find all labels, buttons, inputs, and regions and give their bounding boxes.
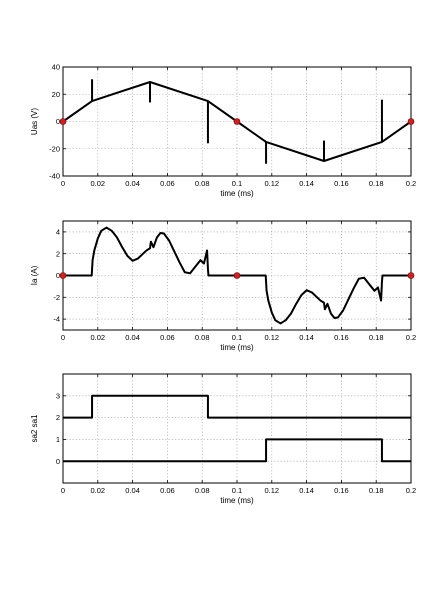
y-tick-label: 0: [56, 271, 60, 280]
y-tick-label: 2: [56, 413, 60, 422]
x-tick-label: 0.02: [90, 333, 105, 342]
x-axis-label: time (ms): [220, 189, 254, 198]
y-tick-label: 4: [56, 228, 60, 237]
series-line-sa1: [63, 394, 411, 419]
x-tick-label: 0.06: [160, 179, 175, 188]
marker-point: [233, 118, 241, 125]
x-tick-label: 0.12: [264, 179, 279, 188]
y-tick-label: -4: [53, 315, 60, 324]
y-tick-label: 3: [56, 391, 60, 400]
x-tick-label: 0.1: [232, 486, 242, 495]
x-tick-label: 0.04: [125, 486, 140, 495]
x-tick-label: 0.2: [406, 179, 416, 188]
x-tick-label: 0.2: [406, 486, 416, 495]
x-tick-label: 0.12: [264, 486, 279, 495]
x-tick-label: 0.18: [369, 486, 384, 495]
y-tick-label: -40: [49, 172, 60, 181]
marker-point: [407, 118, 415, 125]
marker-point: [59, 272, 67, 279]
x-tick-label: 0.08: [195, 333, 210, 342]
x-tick-label: 0.06: [160, 333, 175, 342]
y-axis-label: Uas (V): [30, 108, 39, 135]
x-axis-label: time (ms): [220, 343, 254, 352]
x-tick-label: 0.12: [264, 333, 279, 342]
x-tick-label: 0: [61, 179, 65, 188]
y-tick-label: -2: [53, 293, 60, 302]
y-tick-label: 40: [52, 63, 60, 72]
x-tick-label: 0.2: [406, 333, 416, 342]
marker-point: [233, 272, 241, 279]
x-tick-label: 0.02: [90, 486, 105, 495]
x-tick-label: 0.16: [334, 333, 349, 342]
x-tick-label: 0.04: [125, 333, 140, 342]
marker-point: [407, 272, 415, 279]
x-tick-label: 0.18: [369, 333, 384, 342]
x-tick-label: 0: [61, 333, 65, 342]
x-tick-label: 0.08: [195, 486, 210, 495]
y-tick-label: 0: [56, 117, 60, 126]
y-tick-label: 20: [52, 90, 60, 99]
x-tick-label: 0.1: [232, 333, 242, 342]
x-tick-label: 0.06: [160, 486, 175, 495]
y-tick-label: 0: [56, 457, 60, 466]
x-tick-label: 0.14: [299, 333, 314, 342]
x-tick-label: 0.16: [334, 486, 349, 495]
plot-panel-2: 0 0.02 0.04 0.06 0.08 0.1 0.12 0.14 0.16 0.18 0.2 4…: [30, 220, 416, 352]
x-tick-label: 0.1: [232, 179, 242, 188]
y-axis-label: Ia (A): [30, 265, 39, 285]
y-tick-label: 2: [56, 249, 60, 258]
x-axis-label: time (ms): [220, 496, 254, 505]
plot-panel-3: 0 0.02 0.04 0.06 0.08 0.1 0.12 0.14 0.16 0.18 0.2 3…: [30, 373, 416, 505]
x-tick-label: 0.04: [125, 179, 140, 188]
y-tick-label: -20: [49, 144, 60, 153]
x-tick-label: 0.16: [334, 179, 349, 188]
plot-panel-1: 0 0.02 0.04 0.06 0.08 0.1 0.12 0.14 0.16 0.18 0.2 4…: [30, 63, 416, 198]
x-tick-label: 0.14: [299, 486, 314, 495]
series-line-sa2: [63, 438, 411, 463]
marker-point: [59, 118, 67, 125]
x-tick-label: 0.02: [90, 179, 105, 188]
y-axis-label: sa2 sa1: [30, 414, 39, 443]
x-tick-label: 0.08: [195, 179, 210, 188]
x-tick-label: 0: [61, 486, 65, 495]
x-tick-label: 0.18: [369, 179, 384, 188]
x-tick-label: 0.14: [299, 179, 314, 188]
y-tick-label: 1: [56, 435, 60, 444]
